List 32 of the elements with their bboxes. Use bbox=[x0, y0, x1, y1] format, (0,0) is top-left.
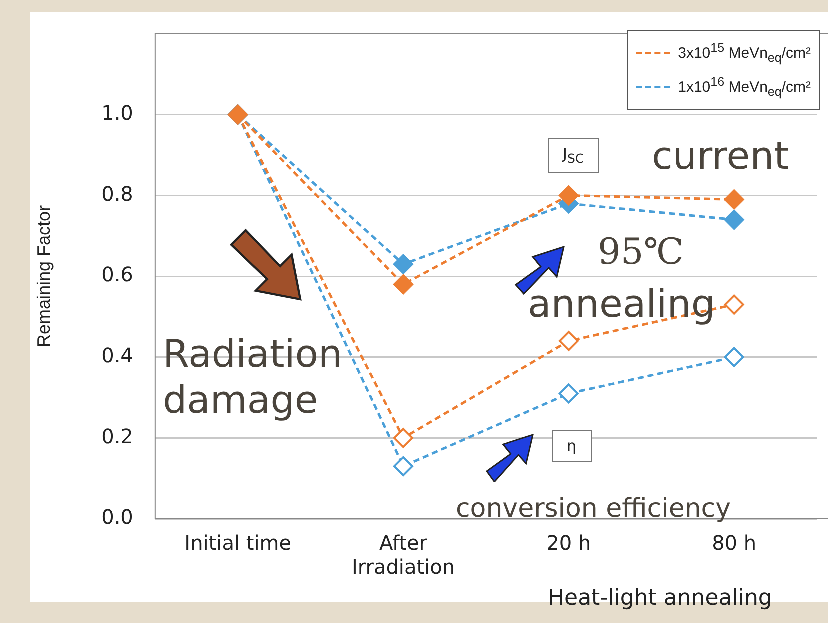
y-tick-label: 0.4 bbox=[102, 344, 134, 368]
y-tick-label: 0.2 bbox=[102, 424, 134, 448]
legend-label: 3x10$^{15}$ MeVn$_{eq}$/cm² bbox=[678, 40, 811, 67]
text: Heat-light annealing bbox=[548, 586, 772, 611]
x-tick-label: 20 h bbox=[546, 531, 592, 556]
y-tick-label: 1.0 bbox=[102, 101, 134, 126]
point bbox=[724, 190, 744, 210]
point bbox=[558, 384, 579, 404]
annotation: current bbox=[652, 134, 790, 178]
annotation: 95℃ bbox=[598, 232, 684, 273]
annotation: Radiation damage bbox=[163, 332, 344, 424]
y-tick-label: 0.0 bbox=[102, 505, 134, 530]
annotation: η bbox=[552, 430, 592, 462]
point bbox=[394, 254, 414, 274]
annotation: J$_{SC}$ bbox=[548, 138, 600, 173]
y-axis-title: Remaining Factor bbox=[34, 205, 54, 348]
point bbox=[394, 456, 414, 476]
annotation: conversion efficiency bbox=[456, 494, 731, 524]
x-tick-label: After Irradiation bbox=[352, 531, 456, 580]
point bbox=[558, 331, 579, 352]
legend-label: 1x10$^{16}$ MeVn$_{eq}$/cm² bbox=[678, 74, 811, 101]
annotation: annealing bbox=[528, 282, 716, 326]
point bbox=[394, 274, 414, 295]
point bbox=[724, 347, 744, 368]
point bbox=[724, 294, 744, 315]
point bbox=[724, 210, 744, 230]
x-tick-label: 80 h bbox=[712, 531, 757, 556]
x-tick-label: Initial time bbox=[184, 531, 292, 556]
y-tick-label: 0.6 bbox=[102, 262, 134, 287]
point bbox=[558, 186, 579, 206]
point bbox=[394, 428, 414, 448]
y-tick-label: 0.8 bbox=[102, 182, 134, 206]
